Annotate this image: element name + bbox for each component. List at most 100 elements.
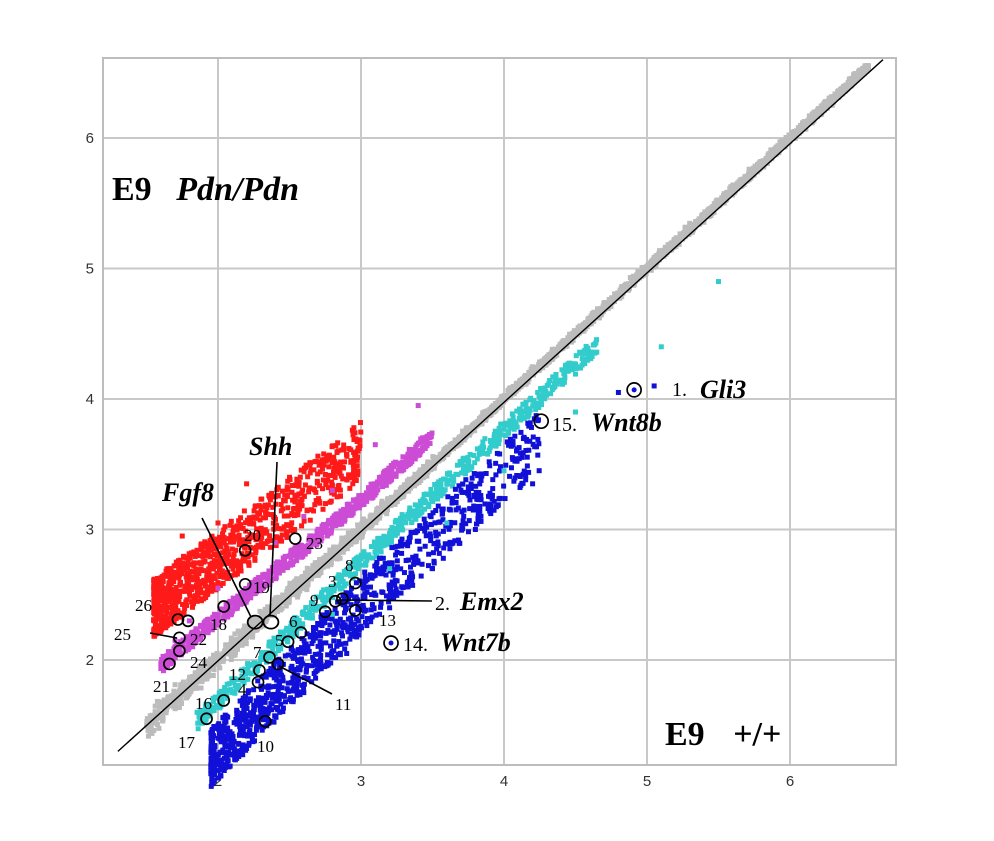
data-point — [383, 468, 389, 474]
data-point — [198, 598, 204, 604]
data-point — [463, 431, 469, 437]
data-point — [243, 586, 249, 592]
data-point — [243, 528, 249, 534]
data-point — [295, 502, 301, 508]
data-point — [262, 606, 268, 612]
data-point — [266, 574, 272, 580]
data-point — [289, 520, 295, 526]
data-point — [270, 494, 276, 500]
data-point — [419, 472, 425, 478]
data-point — [351, 466, 357, 472]
data-point — [215, 541, 221, 547]
data-point — [398, 460, 404, 466]
data-point — [198, 685, 204, 691]
data-point — [813, 109, 819, 115]
data-point — [306, 489, 312, 495]
data-point — [354, 463, 360, 469]
data-point — [160, 718, 166, 724]
data-point — [319, 556, 325, 562]
data-point — [374, 479, 380, 485]
data-point — [273, 543, 279, 549]
data-point — [227, 522, 233, 528]
data-point — [168, 621, 174, 627]
data-point — [344, 451, 350, 457]
data-point — [240, 554, 246, 560]
data-point — [312, 459, 318, 465]
data-point — [151, 617, 157, 623]
data-point — [823, 102, 829, 108]
data-point — [278, 501, 284, 507]
data-point — [641, 264, 647, 270]
data-point — [204, 571, 210, 577]
data-point — [514, 408, 520, 414]
data-point — [161, 697, 167, 703]
data-point — [264, 538, 270, 544]
data-point — [524, 376, 530, 382]
data-point — [214, 650, 220, 656]
data-point — [170, 704, 176, 710]
data-point — [309, 507, 315, 513]
data-point — [243, 639, 249, 645]
data-point — [335, 448, 341, 454]
data-point — [245, 535, 251, 541]
data-point — [228, 640, 234, 646]
data-point — [312, 502, 318, 508]
data-point — [312, 562, 318, 568]
data-point — [189, 562, 195, 568]
data-point — [267, 533, 273, 539]
data-point — [266, 568, 272, 574]
data-point — [156, 725, 162, 731]
data-point — [339, 513, 345, 519]
data-point — [681, 231, 687, 237]
data-point — [562, 338, 568, 344]
data-point — [331, 454, 337, 460]
data-point — [342, 540, 348, 546]
data-point — [248, 617, 254, 623]
data-point — [238, 561, 244, 567]
data-point — [210, 655, 216, 661]
data-point — [339, 521, 345, 527]
data-point — [698, 218, 704, 224]
data-point — [158, 582, 164, 588]
data-point — [301, 548, 307, 554]
data-point — [306, 547, 312, 553]
data-point — [328, 529, 334, 535]
data-point — [277, 629, 283, 635]
data-point — [346, 472, 352, 478]
data-point — [608, 299, 614, 305]
data-point — [319, 457, 325, 463]
data-point — [540, 358, 546, 364]
data-point — [231, 534, 237, 540]
data-point — [176, 575, 182, 581]
data-point — [316, 564, 322, 570]
data-point — [164, 653, 170, 659]
data-point — [357, 502, 363, 508]
data-point — [236, 532, 242, 538]
data-point — [338, 459, 344, 465]
data-point — [467, 426, 473, 432]
data-point — [311, 467, 317, 473]
data-point — [528, 366, 534, 372]
data-point — [248, 595, 254, 601]
data-point — [763, 156, 769, 162]
data-point — [258, 541, 264, 547]
data-point — [693, 219, 699, 225]
data-point — [354, 472, 360, 478]
data-point — [231, 526, 237, 532]
data-point — [168, 566, 174, 572]
data-point — [736, 184, 742, 190]
data-point — [311, 566, 317, 572]
data-point — [311, 486, 317, 492]
data-point — [430, 461, 436, 467]
data-point — [333, 465, 339, 471]
data-point — [308, 572, 314, 578]
data-point — [374, 506, 380, 512]
data-point — [202, 660, 208, 666]
data-point — [339, 544, 345, 550]
data-point — [230, 566, 236, 572]
data-point — [437, 456, 443, 462]
data-point — [184, 635, 190, 641]
data-point — [191, 596, 197, 602]
data-point — [194, 598, 200, 604]
data-point — [227, 538, 233, 544]
